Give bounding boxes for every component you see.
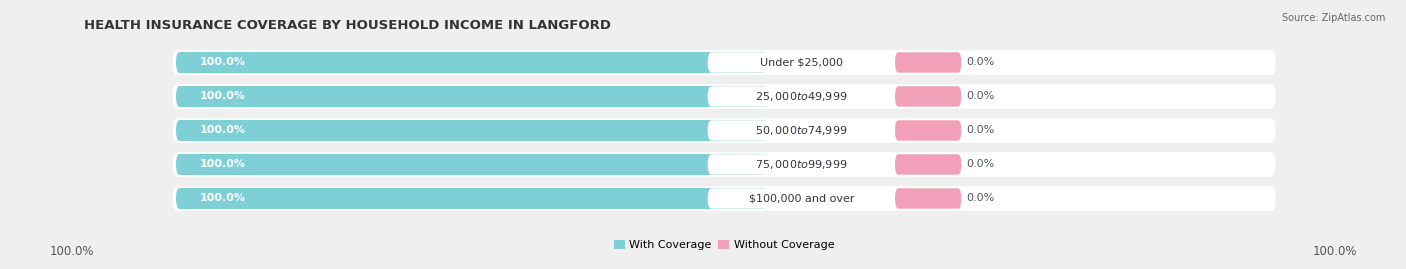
Text: $50,000 to $74,999: $50,000 to $74,999 xyxy=(755,124,848,137)
FancyBboxPatch shape xyxy=(896,188,962,209)
Text: 100.0%: 100.0% xyxy=(200,58,246,68)
Text: 100.0%: 100.0% xyxy=(200,193,246,203)
Text: Under $25,000: Under $25,000 xyxy=(759,58,842,68)
Text: $100,000 and over: $100,000 and over xyxy=(748,193,853,203)
Text: 100.0%: 100.0% xyxy=(1312,245,1357,258)
FancyBboxPatch shape xyxy=(176,52,768,73)
Text: $75,000 to $99,999: $75,000 to $99,999 xyxy=(755,158,848,171)
Text: Source: ZipAtlas.com: Source: ZipAtlas.com xyxy=(1281,13,1385,23)
FancyBboxPatch shape xyxy=(173,84,1275,109)
Text: HEALTH INSURANCE COVERAGE BY HOUSEHOLD INCOME IN LANGFORD: HEALTH INSURANCE COVERAGE BY HOUSEHOLD I… xyxy=(84,19,612,32)
FancyBboxPatch shape xyxy=(707,154,896,175)
FancyBboxPatch shape xyxy=(896,52,962,73)
Legend: With Coverage, Without Coverage: With Coverage, Without Coverage xyxy=(609,235,839,255)
Text: 0.0%: 0.0% xyxy=(967,125,995,136)
FancyBboxPatch shape xyxy=(896,154,962,175)
Text: 100.0%: 100.0% xyxy=(200,160,246,169)
FancyBboxPatch shape xyxy=(707,86,896,107)
Text: 100.0%: 100.0% xyxy=(49,245,94,258)
FancyBboxPatch shape xyxy=(896,86,962,107)
FancyBboxPatch shape xyxy=(173,186,1275,211)
FancyBboxPatch shape xyxy=(176,120,768,141)
Text: 100.0%: 100.0% xyxy=(200,91,246,101)
Text: 0.0%: 0.0% xyxy=(967,58,995,68)
FancyBboxPatch shape xyxy=(173,118,1275,143)
FancyBboxPatch shape xyxy=(176,188,768,209)
FancyBboxPatch shape xyxy=(707,52,896,73)
Text: 100.0%: 100.0% xyxy=(200,125,246,136)
Text: 0.0%: 0.0% xyxy=(967,160,995,169)
Text: $25,000 to $49,999: $25,000 to $49,999 xyxy=(755,90,848,103)
Text: 0.0%: 0.0% xyxy=(967,91,995,101)
FancyBboxPatch shape xyxy=(173,50,1275,75)
FancyBboxPatch shape xyxy=(176,86,768,107)
FancyBboxPatch shape xyxy=(707,188,896,209)
FancyBboxPatch shape xyxy=(896,120,962,141)
FancyBboxPatch shape xyxy=(707,120,896,141)
FancyBboxPatch shape xyxy=(176,154,768,175)
Text: 0.0%: 0.0% xyxy=(967,193,995,203)
FancyBboxPatch shape xyxy=(173,152,1275,177)
